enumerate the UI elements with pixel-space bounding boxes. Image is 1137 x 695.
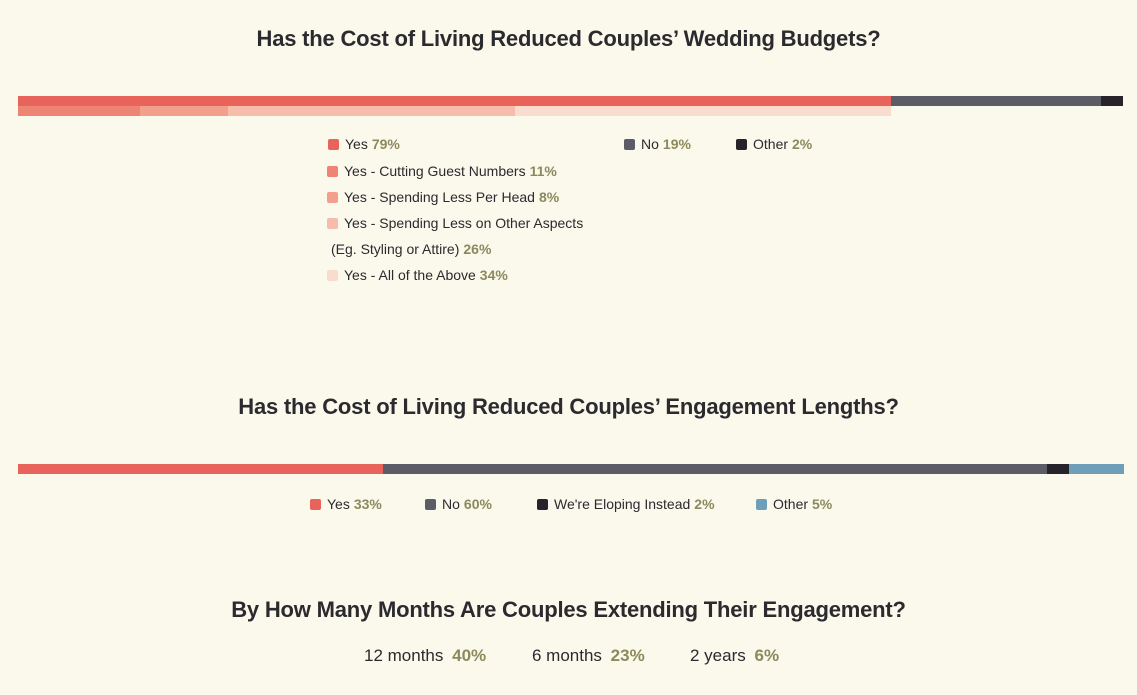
months-label: 12 months xyxy=(364,646,444,665)
legend-value: 2% xyxy=(694,496,715,512)
engagement-segment-4 xyxy=(1068,464,1124,474)
legend-item-yes: Yes 79% xyxy=(328,136,400,152)
months-label: 2 years xyxy=(690,646,746,665)
legend2-item-other: Other 5% xyxy=(756,496,832,512)
legend-label: Yes - Spending Less Per Head xyxy=(344,189,535,205)
legend-value: 8% xyxy=(538,189,560,205)
budget-main-segment-3 xyxy=(1100,96,1123,106)
budget-main-segment-2 xyxy=(890,96,1101,106)
legend2-item-eloping: We're Eloping Instead 2% xyxy=(537,496,715,512)
legend-swatch-yes xyxy=(328,138,339,150)
legend-swatch-no xyxy=(624,138,635,150)
legend-value: 11% xyxy=(529,163,557,179)
legend2-swatch-other xyxy=(756,498,767,510)
legend-label: Other xyxy=(753,136,789,152)
legend-label: No xyxy=(641,136,659,152)
budget-main-segment-1 xyxy=(18,96,891,106)
chart3-title: By How Many Months Are Couples Extending… xyxy=(231,597,906,622)
engagement-segment-3 xyxy=(1046,464,1069,474)
months-label: 6 months xyxy=(532,646,602,665)
legend-label: Yes - Spending Less on Other Aspects xyxy=(344,215,584,231)
chart1-title: Has the Cost of Living Reduced Couples’ … xyxy=(256,26,881,51)
legend-label: Yes xyxy=(345,136,368,152)
legend-swatch-less-per-head xyxy=(327,191,338,203)
legend-value: 60% xyxy=(463,496,492,512)
legend-item-other: Other 2% xyxy=(736,136,812,152)
engagement-segment-1 xyxy=(18,464,383,474)
legend-value: 79% xyxy=(371,136,400,152)
legend-label: We're Eloping Instead xyxy=(554,496,691,512)
budget-sub-segment-2 xyxy=(139,106,228,116)
legend-value: 19% xyxy=(662,136,691,152)
legend-item-cutting-guests: Yes - Cutting Guest Numbers 11% xyxy=(327,163,557,179)
legend-item-less-per-head: Yes - Spending Less Per Head 8% xyxy=(327,189,559,205)
legend-label: Yes - Cutting Guest Numbers xyxy=(344,163,526,179)
months-item-2y: 2 years 6% xyxy=(690,646,779,666)
chart1-main-bar xyxy=(18,96,1123,106)
legend-value: 34% xyxy=(479,267,508,283)
legend-swatch-cutting-guests xyxy=(327,165,338,177)
legend-label: No xyxy=(442,496,460,512)
legend-swatch-other xyxy=(736,138,747,150)
legend-swatch-all-above xyxy=(327,269,338,281)
legend-item-all-above: Yes - All of the Above 34% xyxy=(327,267,508,283)
chart2-title: Has the Cost of Living Reduced Couples’ … xyxy=(238,394,899,419)
legend-item-other-aspects-line2: (Eg. Styling or Attire) 26% xyxy=(331,241,491,257)
legend-label: Yes xyxy=(327,496,350,512)
legend-value: 2% xyxy=(792,136,813,152)
months-value: 23% xyxy=(610,646,645,665)
legend-value: 26% xyxy=(463,241,492,257)
legend-value: 33% xyxy=(353,496,382,512)
months-item-6: 6 months 23% xyxy=(532,646,645,666)
chart2-bar xyxy=(18,464,1124,474)
engagement-segment-2 xyxy=(382,464,1047,474)
budget-sub-segment-4 xyxy=(515,106,891,116)
legend2-swatch-no xyxy=(425,498,436,510)
legend-label: Other xyxy=(773,496,809,512)
legend2-swatch-eloping xyxy=(537,498,548,510)
legend-label: Yes - All of the Above xyxy=(344,267,476,283)
legend-item-other-aspects: Yes - Spending Less on Other Aspects xyxy=(327,215,583,231)
budget-sub-segment-3 xyxy=(227,106,516,116)
legend-swatch-other-aspects xyxy=(327,217,338,229)
months-item-12: 12 months 40% xyxy=(364,646,486,666)
legend-label: (Eg. Styling or Attire) xyxy=(331,241,460,257)
months-value: 6% xyxy=(754,646,780,665)
months-value: 40% xyxy=(452,646,487,665)
legend-value: 5% xyxy=(812,496,833,512)
legend2-item-yes: Yes 33% xyxy=(310,496,382,512)
legend-item-no: No 19% xyxy=(624,136,691,152)
legend2-swatch-yes xyxy=(310,498,321,510)
budget-sub-segment-1 xyxy=(18,106,140,116)
chart1-sub-bar xyxy=(18,106,1123,116)
legend2-item-no: No 60% xyxy=(425,496,492,512)
